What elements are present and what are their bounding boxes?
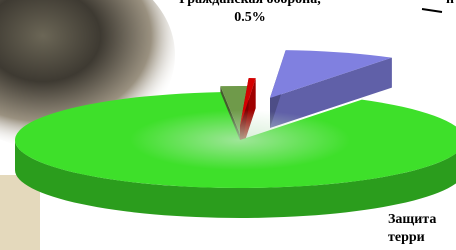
data-label: н [446,0,454,9]
data-label: Защита терри [388,211,448,247]
pie-highlight [130,110,350,170]
leader-line [422,9,442,12]
page: Гражданская оборона, 0.5% н Защита терри [0,0,456,250]
data-label: Гражданская оборона, 0.5% [175,0,325,27]
